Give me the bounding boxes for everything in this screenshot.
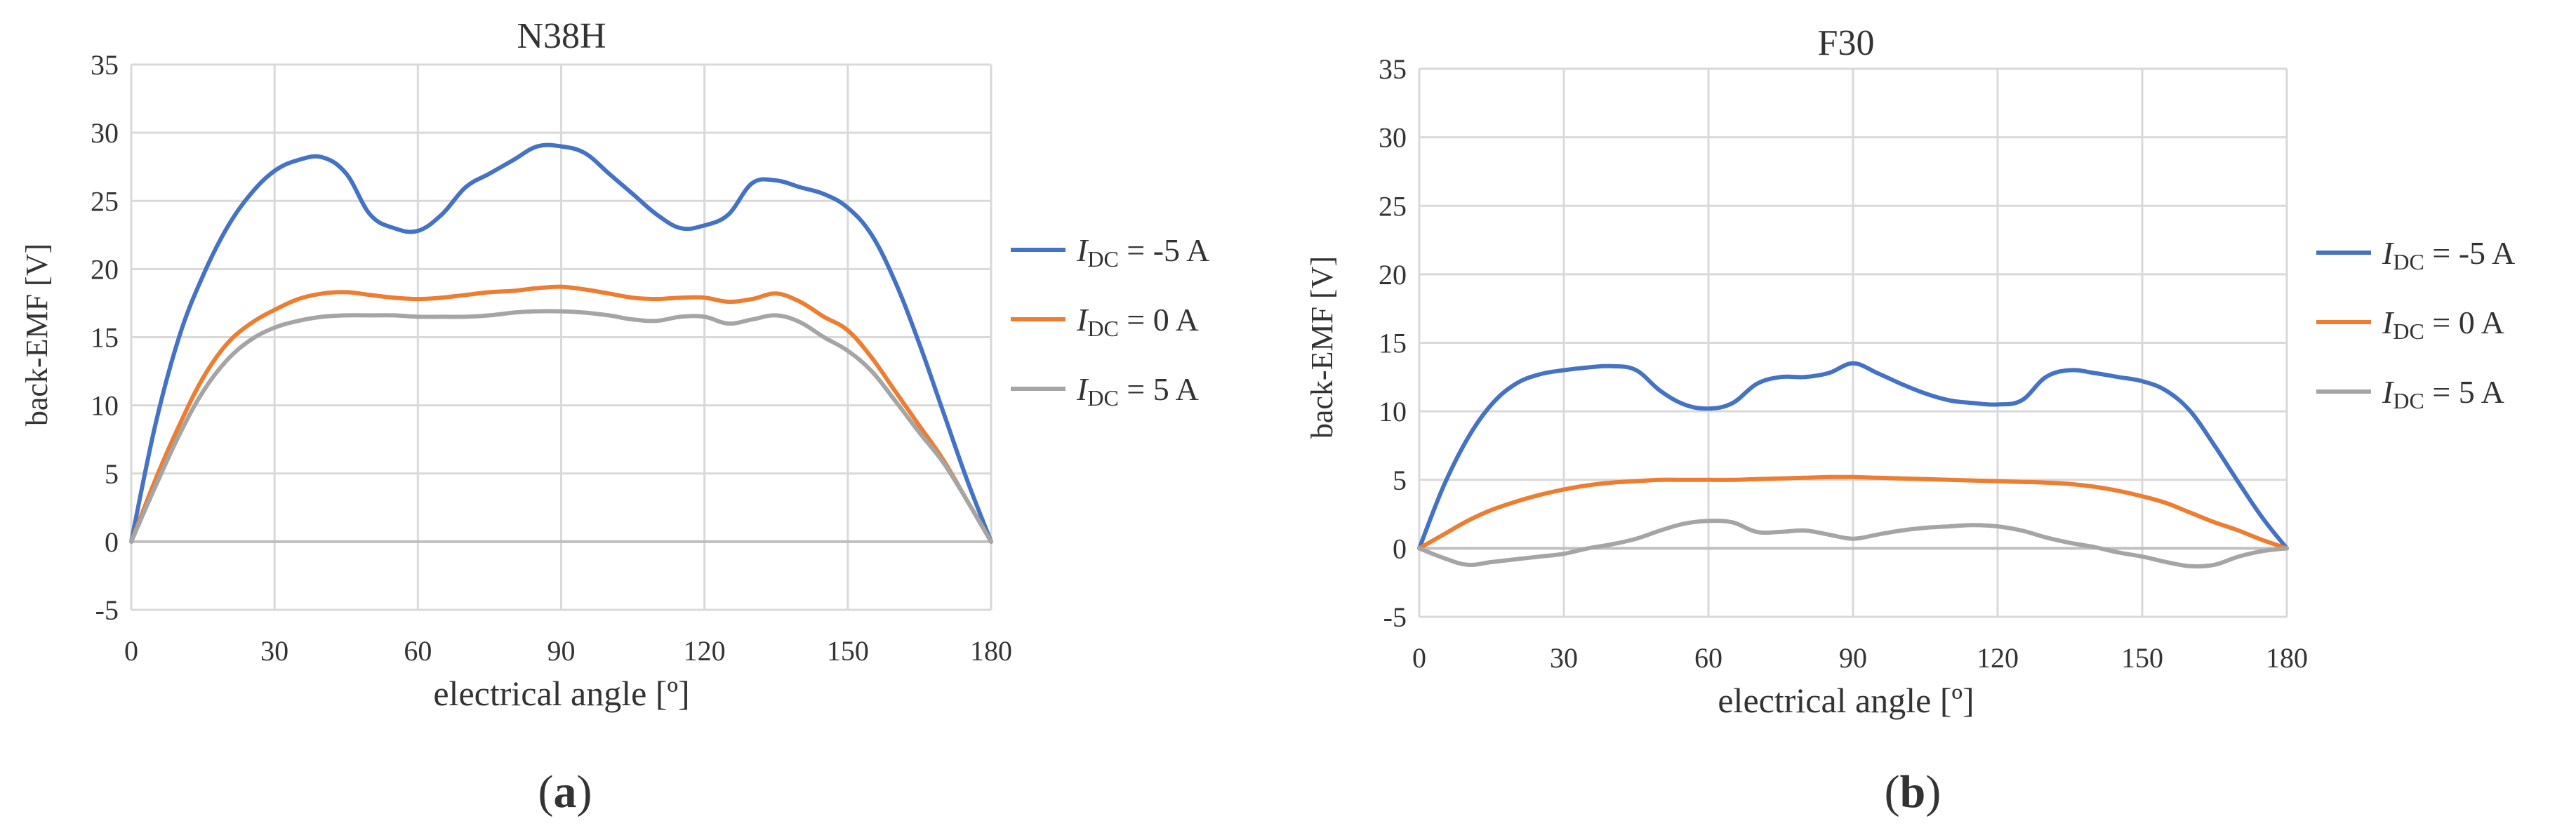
chart-b-series [1417, 361, 2289, 569]
chart-b-legend-label-2: IDC = 5 A [2382, 374, 2504, 413]
chart-a-y-tick-label: 0 [105, 526, 119, 558]
chart-a-x-tick-label: 120 [684, 635, 726, 667]
chart-b-y-tick-label: 20 [1379, 259, 1407, 291]
chart-b-series-line-0 [1417, 361, 2289, 551]
chart-a-y-tick-label: 35 [91, 49, 119, 81]
chart-a-legend: IDC = -5 A IDC = 0 A IDC = 5 A [1011, 232, 1209, 411]
chart-a-x-tick-label: 30 [260, 635, 288, 667]
chart-b-x-tick-label: 180 [2266, 642, 2308, 674]
chart-a-series-line-1 [129, 284, 993, 544]
chart-a-legend-label-0: IDC = -5 A [1076, 232, 1209, 272]
chart-a-x-tick-label: 90 [547, 635, 576, 667]
chart-a-series-line-2 [129, 309, 993, 544]
chart-a-series-line-0 [129, 142, 993, 544]
panel-b-caption: (b) [1885, 766, 1941, 818]
chart-a-legend-label-2: IDC = 5 A [1076, 371, 1199, 411]
chart-b-y-tick-label: -5 [1383, 601, 1407, 633]
chart-b-title: F30 [1818, 23, 1875, 63]
chart-a-series [129, 142, 993, 544]
chart-a-x-axis-label: electrical angle [º] [433, 674, 689, 713]
chart-b-x-axis-label: electrical angle [º] [1718, 681, 1974, 720]
chart-a-y-tick-label: 25 [91, 185, 119, 217]
chart-a-y-tick-label: -5 [95, 594, 119, 626]
chart-a-y-tick-label: 20 [91, 253, 119, 285]
chart-b-y-axis-label: back-EMF [V] [1305, 256, 1339, 439]
chart-b-legend: IDC = -5 A IDC = 0 A IDC = 5 A [2316, 235, 2515, 413]
chart-a-x-tick-label: 180 [970, 635, 1012, 667]
chart-b-x-tick-label: 150 [2121, 642, 2163, 674]
chart-b-legend-label-1: IDC = 0 A [2382, 305, 2504, 344]
chart-b-y-tick-label: 5 [1393, 465, 1407, 496]
chart-a-y-tick-label: 30 [91, 117, 119, 149]
chart-b-series-line-2 [1417, 519, 2289, 569]
chart-b-y-tick-label: 0 [1393, 533, 1407, 564]
chart-a-y-axis-label: back-EMF [V] [20, 244, 54, 426]
panel-a-caption: (a) [538, 766, 592, 818]
chart-b-x-tick-label: 90 [1839, 642, 1867, 674]
chart-a-legend-label-1: IDC = 0 A [1076, 302, 1199, 341]
chart-a-x-tick-label: 0 [124, 635, 138, 667]
chart-a-title: N38H [517, 16, 606, 56]
chart-b-legend-label-0: IDC = -5 A [2382, 235, 2515, 274]
chart-b-x-tick-label: 60 [1694, 642, 1722, 674]
chart-a-y-tick-label: 10 [91, 390, 119, 422]
chart-a-x-tick-label: 60 [404, 635, 432, 667]
chart-a-y-tick-label: 15 [91, 322, 119, 354]
chart-b-y-tick-label: 30 [1379, 122, 1407, 154]
chart-b-y-tick-label: 10 [1379, 396, 1407, 427]
chart-b-y-tick-label: 35 [1379, 53, 1407, 85]
chart-b-y-tick-label: 15 [1379, 328, 1407, 359]
chart-b-x-tick-label: 120 [1977, 642, 2019, 674]
chart-a-grid [130, 63, 992, 611]
chart-a-y-tick-label: 5 [105, 458, 119, 490]
chart-a-x-tick-label: 150 [827, 635, 869, 667]
chart-b-x-tick-label: 0 [1412, 642, 1426, 674]
chart-b-x-tick-label: 30 [1550, 642, 1578, 674]
chart-b-series-line-1 [1417, 474, 2289, 551]
chart-b-grid [1418, 67, 2288, 618]
chart-b-y-tick-label: 25 [1379, 190, 1407, 222]
